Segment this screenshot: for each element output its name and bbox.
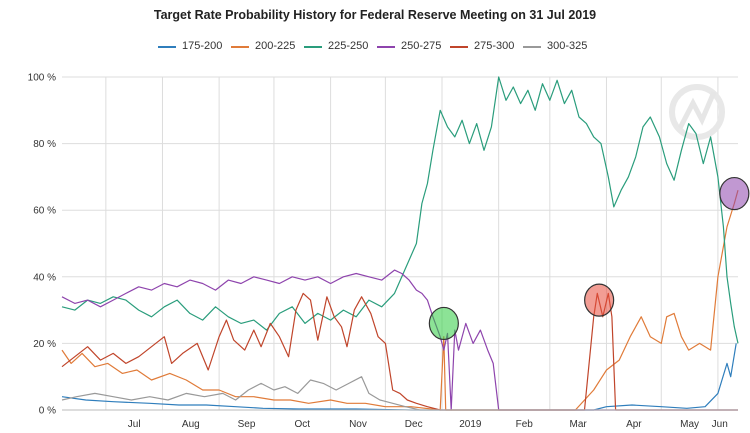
chart-title: Target Rate Probability History for Fede… — [153, 8, 597, 22]
series-lines — [61, 76, 739, 411]
x-tick-label: Sep — [238, 419, 256, 430]
legend-swatch — [523, 46, 541, 48]
legend-swatch — [377, 46, 395, 48]
y-tick-label: 40 % — [33, 272, 56, 283]
x-tick-label: Jun — [712, 419, 728, 430]
x-tick-label: Dec — [405, 419, 423, 430]
legend-label: 225-250 — [328, 40, 369, 52]
y-tick-label: 100 % — [28, 73, 56, 84]
legend-label: 275-300 — [474, 40, 515, 52]
legend-label: 250-275 — [401, 40, 442, 52]
highlight-marker — [719, 176, 750, 211]
legend-label: 200-225 — [255, 40, 296, 52]
x-tick-label: May — [680, 419, 699, 430]
legend-label: 300-325 — [547, 40, 588, 52]
legend-label: 175-200 — [182, 40, 223, 52]
series-line-200-225 — [61, 190, 739, 411]
x-tick-label: Mar — [570, 419, 588, 430]
watermark-logo — [669, 84, 725, 140]
y-tick-label: 60 % — [33, 206, 56, 217]
x-tick-label: Nov — [349, 419, 367, 430]
legend-swatch — [158, 46, 176, 48]
x-tick-label: Aug — [182, 419, 200, 430]
chart-legend: 175-200 200-225 225-250 250-275 275-300 300-3… — [0, 40, 750, 54]
series-line-225-250 — [61, 76, 739, 344]
y-tick-label: 20 % — [33, 339, 56, 350]
series-line-250-275 — [61, 269, 738, 411]
series-line-175-200 — [61, 343, 737, 411]
legend-swatch — [450, 46, 468, 48]
x-tick-label: Feb — [516, 419, 534, 430]
x-tick-label: 2019 — [459, 419, 482, 430]
watermark-zigzag — [677, 91, 717, 130]
x-tick-label: Jul — [128, 419, 141, 430]
highlight-markers — [428, 176, 750, 341]
highlight-marker — [428, 306, 459, 341]
gridlines — [62, 76, 738, 411]
x-tick-label: Apr — [626, 419, 642, 430]
axes: 0 % 20 % 40 % 60 % 80 % 100 % Jul Aug Sep Oct Nov D… — [28, 73, 738, 430]
legend-swatch — [304, 46, 322, 48]
legend-swatch — [231, 46, 249, 48]
highlight-marker — [584, 283, 615, 317]
y-tick-label: 0 % — [39, 406, 56, 417]
series-line-275-300 — [61, 292, 738, 411]
y-tick-label: 80 % — [33, 139, 56, 150]
x-tick-label: Oct — [294, 419, 310, 430]
